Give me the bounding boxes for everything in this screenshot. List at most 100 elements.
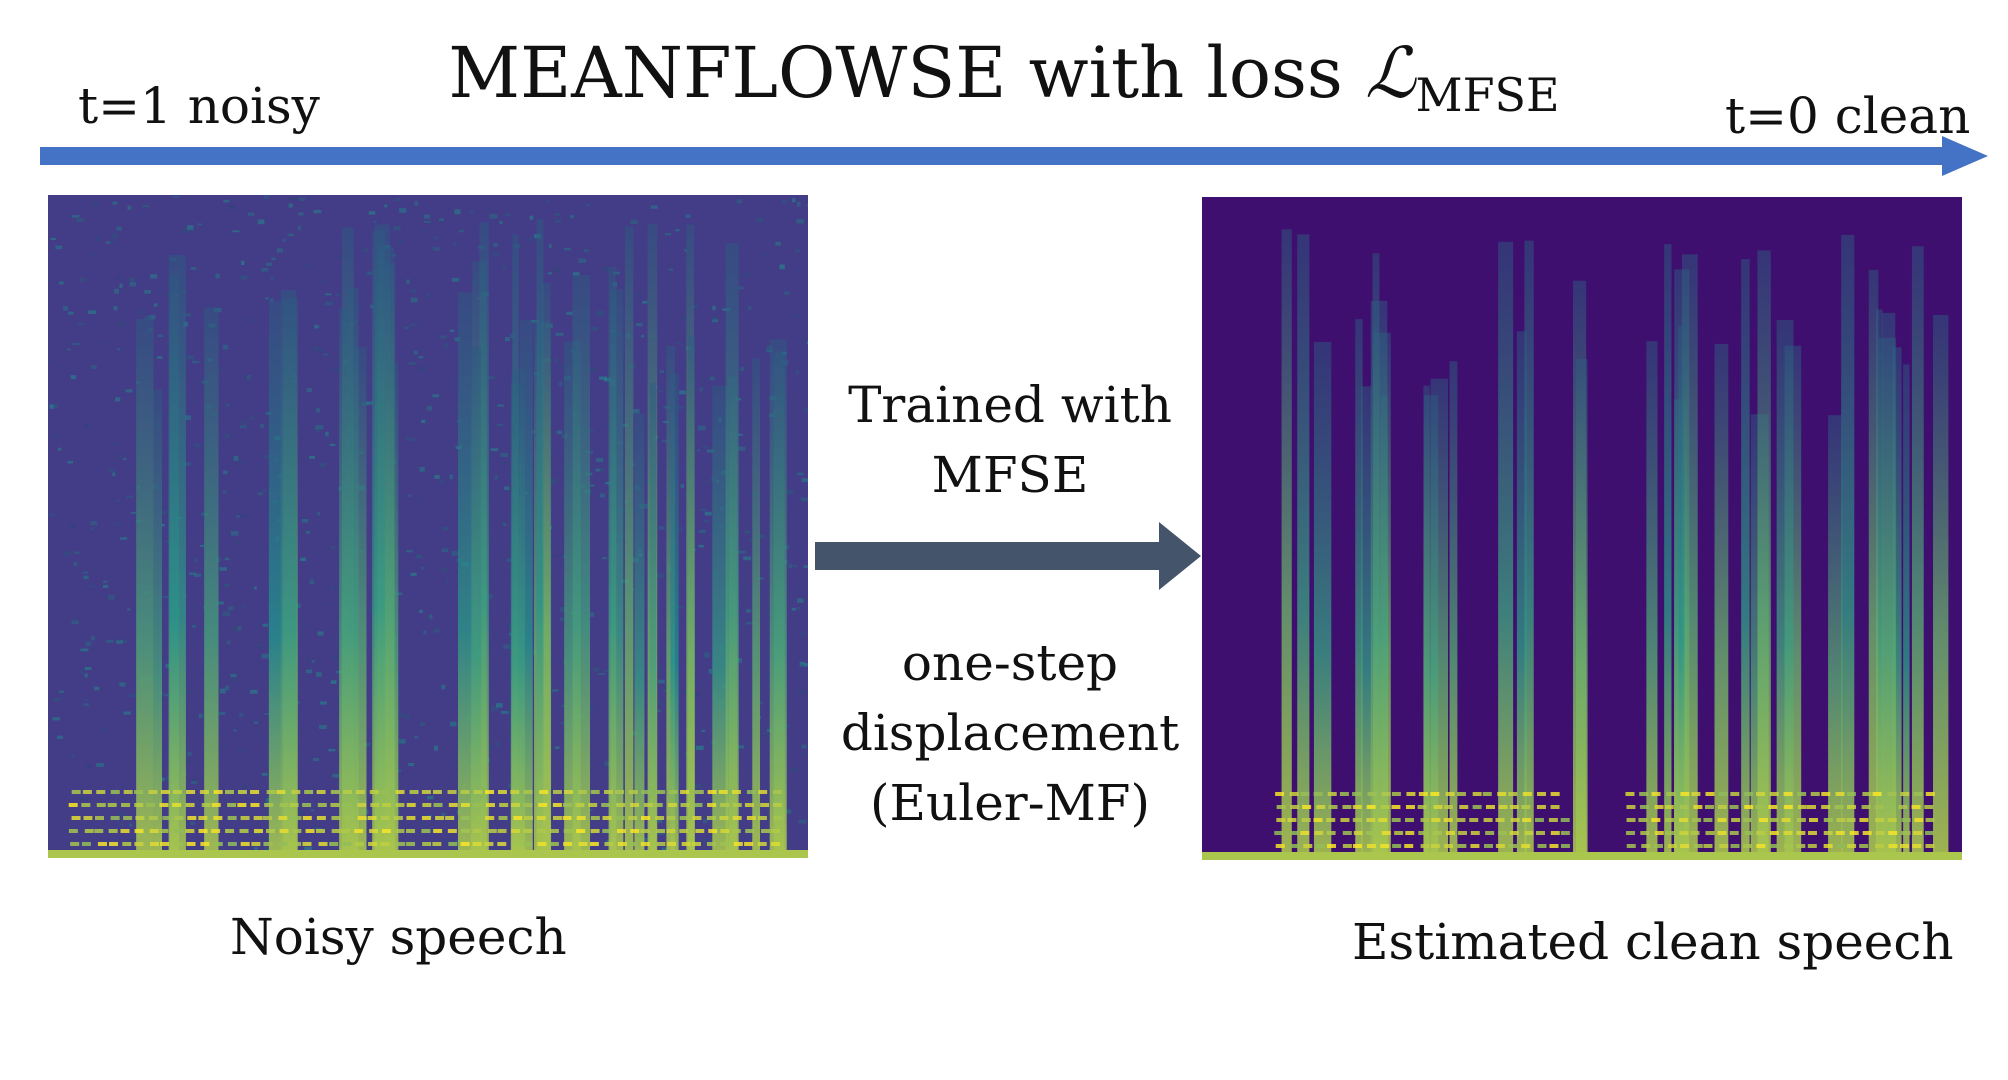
harmonic-streak bbox=[1807, 805, 1817, 809]
noise-speck bbox=[319, 724, 327, 730]
noise-speck bbox=[197, 223, 202, 226]
harmonic-streak bbox=[213, 790, 223, 794]
noise-speck bbox=[441, 812, 446, 817]
harmonic-streak bbox=[237, 790, 247, 794]
noise-speck bbox=[215, 273, 220, 279]
harmonic-streak bbox=[1498, 831, 1508, 835]
harmonic-streak bbox=[108, 842, 118, 846]
noise-speck bbox=[190, 267, 197, 270]
harmonic-streak bbox=[1887, 818, 1897, 822]
harmonic-streak bbox=[1418, 831, 1428, 835]
noise-speck bbox=[657, 831, 665, 835]
noise-speck bbox=[116, 499, 121, 502]
harmonic-streak bbox=[602, 816, 612, 820]
harmonic-streak bbox=[1900, 792, 1910, 796]
harmonic-streak bbox=[1458, 831, 1468, 835]
noise-speck bbox=[554, 219, 562, 224]
noise-speck bbox=[711, 318, 719, 323]
noise-speck bbox=[183, 313, 192, 317]
harmonic-streak bbox=[381, 803, 391, 807]
harmonic-streak bbox=[588, 803, 598, 807]
timeline-start-label: t=1 noisy bbox=[78, 77, 320, 135]
harmonic-streak bbox=[1482, 792, 1492, 796]
harmonic-streak bbox=[1847, 805, 1857, 809]
noise-speck bbox=[421, 419, 426, 424]
harmonic-streak bbox=[1420, 818, 1430, 822]
noise-speck bbox=[786, 489, 794, 495]
harmonic-streak bbox=[380, 790, 390, 794]
harmonic-streak bbox=[1485, 805, 1495, 809]
noise-speck bbox=[102, 727, 107, 733]
noise-speck bbox=[71, 342, 80, 345]
harmonic-streak bbox=[1654, 831, 1664, 835]
harmonic-streak bbox=[1381, 792, 1391, 796]
harmonic-streak bbox=[1651, 818, 1661, 822]
harmonic-streak bbox=[640, 829, 650, 833]
noise-speck bbox=[418, 356, 424, 359]
noise-speck bbox=[237, 625, 242, 631]
harmonic-streak bbox=[1875, 818, 1885, 822]
harmonic-streak bbox=[1705, 792, 1715, 796]
noise-speck bbox=[658, 666, 663, 672]
noise-speck bbox=[76, 218, 85, 223]
harmonic-streak bbox=[279, 829, 289, 833]
harmonic-streak bbox=[1836, 818, 1846, 822]
harmonic-streak bbox=[1781, 818, 1791, 822]
harmonic-streak bbox=[1509, 805, 1519, 809]
harmonic-streak bbox=[485, 816, 495, 820]
harmonic-streak bbox=[641, 816, 651, 820]
harmonic-streak bbox=[656, 790, 666, 794]
harmonic-streak bbox=[523, 816, 533, 820]
noise-speck bbox=[704, 520, 709, 523]
harmonic-streak bbox=[1796, 831, 1806, 835]
noise-speck bbox=[593, 667, 600, 672]
noise-speck bbox=[502, 522, 507, 527]
spectrogram-column bbox=[1776, 319, 1794, 860]
harmonic-streak bbox=[667, 842, 677, 846]
harmonic-streak bbox=[1901, 818, 1911, 822]
harmonic-streak bbox=[590, 790, 600, 794]
harmonic-streak bbox=[380, 842, 390, 846]
low-frequency-band bbox=[1202, 852, 1962, 860]
spectrogram-column bbox=[1878, 337, 1897, 860]
harmonic-streak bbox=[159, 829, 169, 833]
harmonic-streak bbox=[1719, 844, 1729, 848]
noise-speck bbox=[559, 366, 565, 369]
harmonic-streak bbox=[1472, 805, 1482, 809]
noise-speck bbox=[160, 798, 164, 804]
loss-subscript: MFSE bbox=[1415, 68, 1560, 122]
noise-speck bbox=[83, 571, 88, 575]
harmonic-streak bbox=[433, 803, 443, 807]
harmonic-streak bbox=[240, 816, 250, 820]
harmonic-streak bbox=[227, 803, 237, 807]
noise-speck bbox=[743, 556, 752, 561]
noise-speck bbox=[783, 291, 790, 295]
noise-speck bbox=[500, 452, 509, 458]
harmonic-streak bbox=[1289, 792, 1299, 796]
noise-speck bbox=[129, 693, 137, 698]
noise-speck bbox=[192, 625, 197, 628]
noise-speck bbox=[405, 714, 410, 719]
noise-speck bbox=[66, 348, 72, 351]
harmonic-streak bbox=[1470, 831, 1480, 835]
noise-speck bbox=[454, 337, 461, 342]
noise-speck bbox=[414, 201, 419, 206]
spectrogram-column bbox=[688, 336, 695, 858]
harmonic-streak bbox=[1679, 818, 1689, 822]
noise-speck bbox=[792, 198, 796, 203]
spectrogram-column bbox=[1911, 246, 1924, 860]
harmonic-streak bbox=[523, 803, 533, 807]
noise-speck bbox=[186, 760, 194, 763]
noise-speck bbox=[658, 389, 663, 393]
harmonic-streak bbox=[692, 816, 702, 820]
noise-speck bbox=[123, 711, 131, 715]
harmonic-streak bbox=[1783, 831, 1793, 835]
noise-speck bbox=[781, 200, 788, 204]
noise-speck bbox=[596, 310, 605, 316]
noise-speck bbox=[254, 846, 258, 852]
spectrogram-column bbox=[479, 222, 489, 858]
noise-speck bbox=[556, 430, 563, 435]
noise-speck bbox=[263, 195, 269, 200]
noise-speck bbox=[94, 686, 100, 691]
harmonic-streak bbox=[1862, 792, 1872, 796]
